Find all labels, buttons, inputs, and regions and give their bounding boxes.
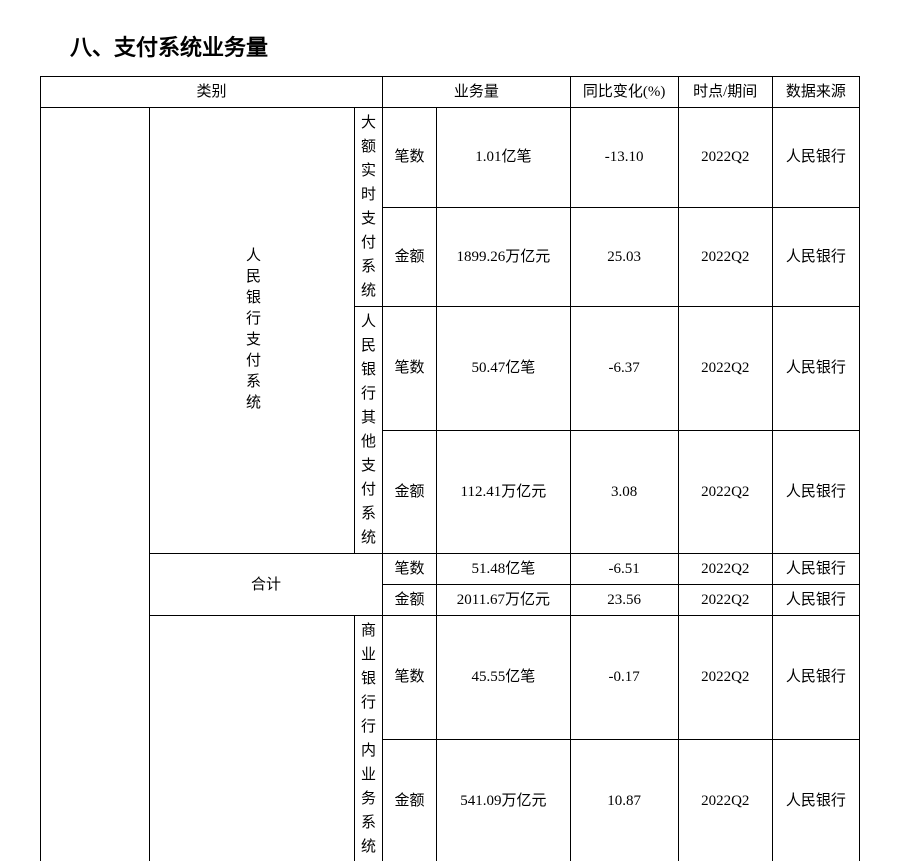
- cell-yoy: 23.56: [570, 585, 678, 616]
- cell-yoy: 10.87: [570, 739, 678, 861]
- metric-label: 笔数: [383, 554, 437, 585]
- hdr-category: 类别: [41, 77, 383, 108]
- cell-value: 2011.67万亿元: [437, 585, 571, 616]
- cat-line: 行内业务系统: [361, 719, 376, 855]
- cell-value: 50.47亿笔: [437, 307, 571, 431]
- table-row: 支付系统 人民银行支付系统 大额实时 支付系统 笔数 1.01亿笔 -13.10…: [41, 108, 860, 208]
- cell-yoy: -0.17: [570, 616, 678, 740]
- metric-label: 金额: [383, 585, 437, 616]
- cat-cb-intra: 商业银行 行内业务系统: [355, 616, 383, 861]
- cat-line: 支付系统: [361, 211, 376, 299]
- metric-label: 金额: [383, 430, 437, 554]
- cat-line: 商业银行: [361, 623, 376, 711]
- metric-label: 笔数: [383, 307, 437, 431]
- cat-line: 其他支付系统: [361, 410, 376, 546]
- cell-source: 人民银行: [772, 739, 859, 861]
- cat-line: 人民银行: [361, 314, 376, 402]
- metric-label: 笔数: [383, 108, 437, 208]
- cell-value: 45.55亿笔: [437, 616, 571, 740]
- group-pbc: 人民银行支付系统: [150, 108, 355, 554]
- cell-yoy: -6.37: [570, 307, 678, 431]
- cell-period: 2022Q2: [678, 108, 772, 208]
- cell-period: 2022Q2: [678, 616, 772, 740]
- subtotal-pbc: 合计: [150, 554, 383, 616]
- hdr-period: 时点/期间: [678, 77, 772, 108]
- section-title: 八、支付系统业务量: [70, 30, 858, 62]
- cell-period: 2022Q2: [678, 585, 772, 616]
- cat-pbc-hvps: 大额实时 支付系统: [355, 108, 383, 307]
- hdr-yoy: 同比变化(%): [570, 77, 678, 108]
- payment-systems-table: 类别 业务量 同比变化(%) 时点/期间 数据来源 支付系统 人民银行支付系统 …: [40, 76, 860, 861]
- cell-source: 人民银行: [772, 585, 859, 616]
- cell-yoy: -13.10: [570, 108, 678, 208]
- cell-value: 541.09万亿元: [437, 739, 571, 861]
- cat-pbc-other: 人民银行 其他支付系统: [355, 307, 383, 554]
- cell-yoy: 3.08: [570, 430, 678, 554]
- cell-period: 2022Q2: [678, 207, 772, 307]
- root-label: 支付系统: [41, 108, 150, 861]
- cell-period: 2022Q2: [678, 430, 772, 554]
- cell-period: 2022Q2: [678, 307, 772, 431]
- cell-source: 人民银行: [772, 430, 859, 554]
- hdr-volume: 业务量: [383, 77, 571, 108]
- table-row: 其他支付系统 商业银行 行内业务系统 笔数 45.55亿笔 -0.17 2022…: [41, 616, 860, 740]
- group-other: 其他支付系统: [150, 616, 355, 861]
- hdr-source: 数据来源: [772, 77, 859, 108]
- cell-value: 1.01亿笔: [437, 108, 571, 208]
- cell-yoy: 25.03: [570, 207, 678, 307]
- cell-value: 112.41万亿元: [437, 430, 571, 554]
- cell-yoy: -6.51: [570, 554, 678, 585]
- metric-label: 金额: [383, 207, 437, 307]
- table-row: 合计 笔数 51.48亿笔 -6.51 2022Q2 人民银行: [41, 554, 860, 585]
- cell-source: 人民银行: [772, 554, 859, 585]
- cell-source: 人民银行: [772, 307, 859, 431]
- metric-label: 金额: [383, 739, 437, 861]
- cell-source: 人民银行: [772, 207, 859, 307]
- cell-source: 人民银行: [772, 616, 859, 740]
- header-row: 类别 业务量 同比变化(%) 时点/期间 数据来源: [41, 77, 860, 108]
- cell-source: 人民银行: [772, 108, 859, 208]
- cat-line: 大额实时: [361, 115, 376, 203]
- cell-value: 51.48亿笔: [437, 554, 571, 585]
- cell-period: 2022Q2: [678, 554, 772, 585]
- metric-label: 笔数: [383, 616, 437, 740]
- cell-period: 2022Q2: [678, 739, 772, 861]
- cell-value: 1899.26万亿元: [437, 207, 571, 307]
